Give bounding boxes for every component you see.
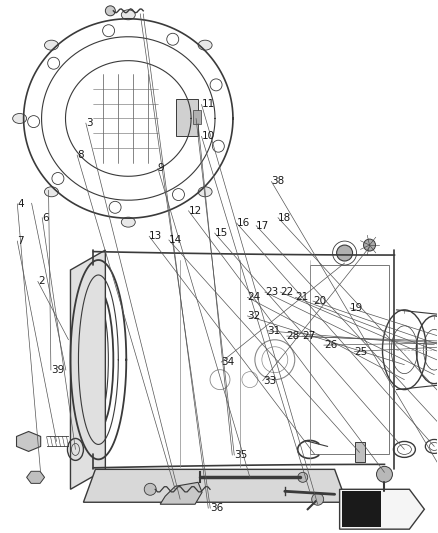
Circle shape	[337, 245, 353, 261]
Polygon shape	[17, 432, 41, 451]
Text: 10: 10	[201, 131, 215, 141]
Ellipse shape	[198, 40, 212, 50]
Text: 6: 6	[42, 213, 49, 223]
Circle shape	[377, 466, 392, 482]
Circle shape	[106, 6, 115, 16]
Polygon shape	[339, 489, 424, 529]
Circle shape	[144, 483, 156, 495]
Text: 32: 32	[247, 311, 261, 321]
Polygon shape	[342, 491, 381, 527]
Text: 21: 21	[295, 292, 309, 302]
Circle shape	[364, 239, 375, 251]
Text: 3: 3	[86, 118, 92, 128]
Text: 4: 4	[17, 199, 24, 209]
Text: 31: 31	[267, 326, 280, 336]
Text: 7: 7	[17, 236, 24, 246]
Polygon shape	[83, 470, 346, 502]
Ellipse shape	[198, 187, 212, 197]
Ellipse shape	[13, 114, 27, 124]
Text: 8: 8	[77, 150, 84, 160]
Polygon shape	[160, 482, 202, 504]
Text: 20: 20	[313, 296, 326, 306]
Text: 38: 38	[272, 176, 285, 187]
Bar	[193, 110, 201, 124]
Text: 33: 33	[263, 376, 276, 386]
Text: 22: 22	[280, 287, 293, 297]
Text: 2: 2	[38, 277, 44, 286]
Ellipse shape	[45, 187, 58, 197]
Text: 19: 19	[350, 303, 363, 313]
Text: 28: 28	[287, 331, 300, 341]
Text: 34: 34	[221, 357, 234, 367]
Text: 36: 36	[210, 503, 223, 513]
Text: 18: 18	[278, 213, 291, 223]
Text: 12: 12	[188, 206, 201, 216]
Polygon shape	[27, 471, 45, 483]
Circle shape	[312, 493, 324, 505]
Text: 17: 17	[256, 221, 269, 231]
Text: 16: 16	[237, 218, 250, 228]
Bar	[310, 265, 389, 455]
Text: 9: 9	[158, 163, 165, 173]
Text: 24: 24	[247, 292, 261, 302]
Text: 11: 11	[201, 100, 215, 109]
Text: 15: 15	[215, 228, 228, 238]
Bar	[176, 99, 198, 136]
Bar	[355, 442, 364, 462]
Ellipse shape	[121, 217, 135, 227]
Circle shape	[298, 472, 308, 482]
Ellipse shape	[121, 10, 135, 20]
Ellipse shape	[45, 40, 58, 50]
Text: 13: 13	[149, 231, 162, 241]
Text: 26: 26	[324, 340, 337, 350]
Text: 25: 25	[354, 346, 367, 357]
Text: 14: 14	[169, 235, 182, 245]
Text: 35: 35	[234, 450, 247, 460]
Text: 23: 23	[265, 287, 278, 297]
Polygon shape	[71, 250, 106, 489]
Text: 39: 39	[51, 365, 64, 375]
Text: 27: 27	[302, 331, 315, 341]
